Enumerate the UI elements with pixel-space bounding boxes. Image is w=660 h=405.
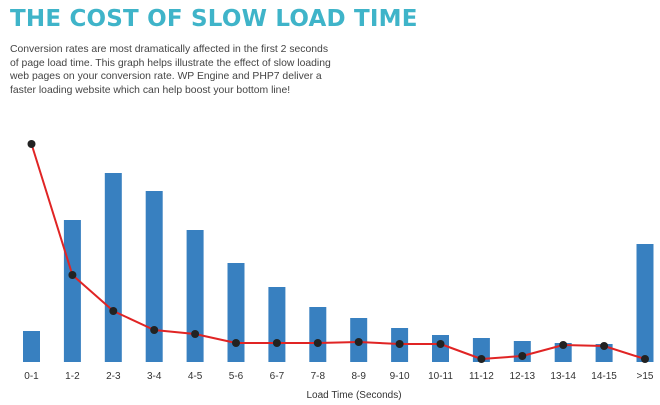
line-series xyxy=(27,140,649,363)
x-tick-label: 3-4 xyxy=(147,371,162,382)
bar-11-12 xyxy=(472,338,490,362)
x-tick-label: 14-15 xyxy=(591,371,617,382)
bar->15 xyxy=(636,244,654,362)
line-point-6-7 xyxy=(272,339,281,347)
bar-5-6 xyxy=(227,263,245,362)
bar-10-11 xyxy=(432,335,449,362)
trend-line xyxy=(30,143,646,360)
line-point-10-11 xyxy=(436,340,445,348)
line-point-7-8 xyxy=(313,339,322,347)
line-point-8-9 xyxy=(354,338,363,346)
line-point-9-10 xyxy=(395,340,404,348)
x-tick-label: 2-3 xyxy=(106,371,121,382)
bar-0-1 xyxy=(23,331,40,362)
line-point-12-13 xyxy=(518,352,527,360)
line-point-5-6 xyxy=(232,339,240,347)
line-point-2-3 xyxy=(109,307,118,315)
page-title: THE COST OF SLOW LOAD TIME xyxy=(10,6,418,32)
bar-13-14 xyxy=(554,343,572,362)
x-tick-label: 7-8 xyxy=(311,371,326,382)
line-point-4-5 xyxy=(191,330,200,338)
bar-2-3 xyxy=(104,173,122,362)
line-point->15 xyxy=(641,355,649,363)
line-point-13-14 xyxy=(559,341,568,349)
line-point-1-2 xyxy=(68,271,77,279)
x-axis-ticks: 0-1 1-2 2-3 3-4 4-5 5-6 6-7 7-8 8-9 9-10 10-11 11-1… xyxy=(24,371,654,382)
x-tick-label: 11-12 xyxy=(469,371,494,382)
x-axis-label: Load Time (Seconds) xyxy=(306,390,401,401)
bar-7-8 xyxy=(309,307,327,362)
line-point-14-15 xyxy=(600,342,609,350)
line-point-11-12 xyxy=(477,355,486,363)
bar-series xyxy=(23,173,654,362)
bar-3-4 xyxy=(145,191,163,362)
bar-4-5 xyxy=(186,230,204,362)
x-tick-label: 5-6 xyxy=(229,371,244,382)
page-description: Conversion rates are most dramatically a… xyxy=(10,44,331,96)
x-tick-label: 6-7 xyxy=(270,371,285,382)
x-tick-label: 0-1 xyxy=(24,371,39,382)
line-point-3-4 xyxy=(150,326,159,334)
x-tick-label: 1-2 xyxy=(65,371,80,382)
bar-14-15 xyxy=(595,344,613,362)
bar-6-7 xyxy=(268,287,286,362)
x-tick-label: 4-5 xyxy=(188,371,203,382)
x-tick-label: 10-11 xyxy=(428,371,453,382)
line-point-0-1 xyxy=(27,140,36,148)
x-tick-label: 9-10 xyxy=(390,371,410,382)
x-tick-label: 12-13 xyxy=(510,371,536,382)
x-tick-label: >15 xyxy=(637,371,654,382)
x-tick-label: 13-14 xyxy=(550,371,576,382)
bar-1-2 xyxy=(63,220,81,362)
x-tick-label: 8-9 xyxy=(351,371,366,382)
